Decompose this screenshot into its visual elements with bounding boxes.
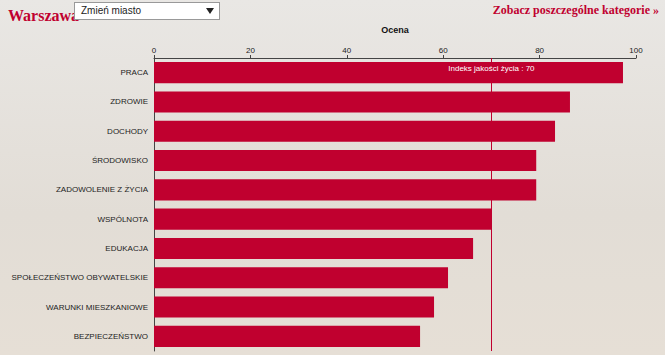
svg-text:WARUNKI MIESZKANIOWE: WARUNKI MIESZKANIOWE bbox=[46, 303, 148, 312]
svg-text:Indeks jakości życia : 70: Indeks jakości życia : 70 bbox=[448, 64, 535, 73]
svg-text:Warszawa: Warszawa bbox=[8, 7, 79, 24]
svg-text:60: 60 bbox=[439, 46, 448, 55]
svg-text:40: 40 bbox=[342, 46, 351, 55]
html-text:Zmień miasto: Zmień miasto bbox=[81, 5, 141, 16]
svg-text:EDUKACJA: EDUKACJA bbox=[105, 244, 148, 253]
svg-text:ZDROWIE: ZDROWIE bbox=[110, 97, 148, 106]
svg-text:20: 20 bbox=[246, 46, 255, 55]
svg-text:Ocena: Ocena bbox=[381, 25, 410, 35]
svg-text:0: 0 bbox=[152, 46, 157, 55]
svg-text:DOCHODY: DOCHODY bbox=[107, 127, 149, 136]
svg-text:PRACA: PRACA bbox=[120, 68, 148, 77]
svg-text:ZADOWOLENIE Z ŻYCIA: ZADOWOLENIE Z ŻYCIA bbox=[56, 185, 149, 194]
svg-text:SPOŁECZEŃSTWO OBYWATELSKIE: SPOŁECZEŃSTWO OBYWATELSKIE bbox=[12, 273, 148, 282]
html-text:Zobacz poszczególne kategorie: Zobacz poszczególne kategorie » bbox=[492, 3, 659, 17]
svg-text:BEZPIECZEŃSTWO: BEZPIECZEŃSTWO bbox=[74, 332, 148, 341]
svg-text:100: 100 bbox=[629, 46, 643, 55]
svg-text:80: 80 bbox=[535, 46, 544, 55]
svg-text:WSPÓLNOTA: WSPÓLNOTA bbox=[97, 215, 148, 224]
svg-text:ŚRODOWISKO: ŚRODOWISKO bbox=[92, 156, 148, 165]
